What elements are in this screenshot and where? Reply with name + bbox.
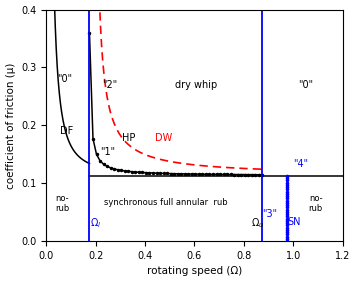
Text: "4": "4"	[293, 159, 308, 169]
Text: dry whip: dry whip	[175, 80, 217, 90]
Text: DW: DW	[155, 133, 172, 143]
Text: no-
rub: no- rub	[55, 194, 69, 213]
Text: $\Omega_l$: $\Omega_l$	[90, 217, 101, 230]
Text: "0": "0"	[57, 74, 73, 84]
Y-axis label: coefficient of friction (μ): coefficient of friction (μ)	[6, 62, 16, 189]
Text: no-
rub: no- rub	[308, 194, 323, 213]
Text: "2": "2"	[102, 80, 117, 90]
X-axis label: rotating speed (Ω): rotating speed (Ω)	[147, 266, 242, 276]
Text: "0": "0"	[298, 80, 313, 90]
Text: DF: DF	[60, 126, 73, 136]
Text: SN: SN	[288, 217, 301, 227]
Text: HP: HP	[122, 133, 135, 143]
Text: $\Omega_u$: $\Omega_u$	[251, 217, 265, 230]
Text: "3": "3"	[262, 209, 278, 219]
Text: "1": "1"	[101, 147, 116, 157]
Text: synchronous full annular  rub: synchronous full annular rub	[104, 198, 228, 207]
